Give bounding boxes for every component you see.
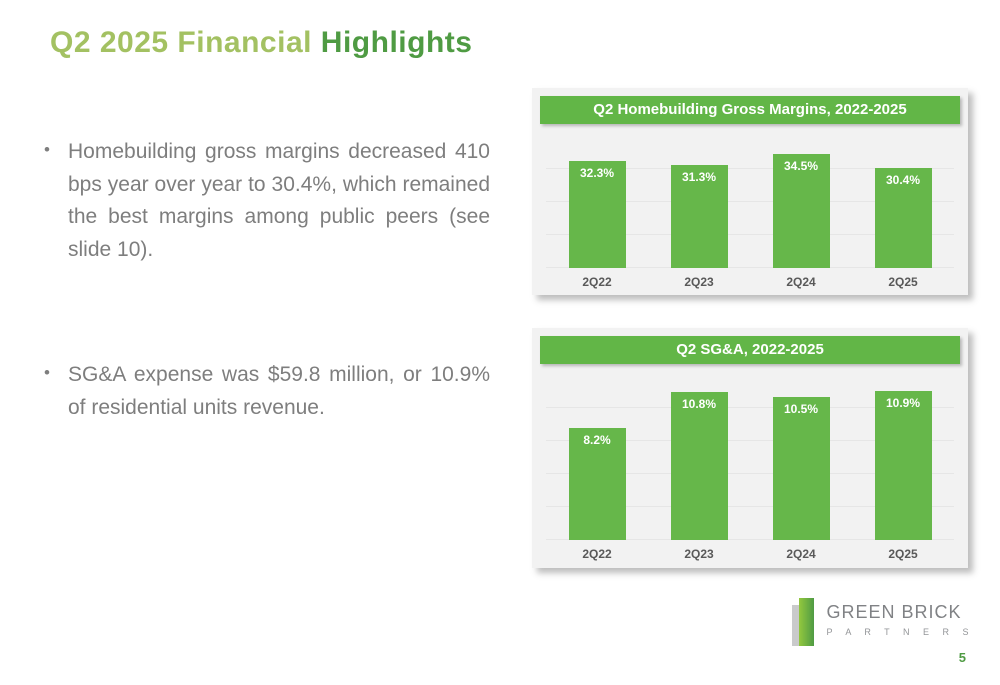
logo-text: GREEN BRICK P A R T N E R S [826,598,974,637]
bar-chart-gross-margins: 32.3% 2Q22 31.3% 2Q23 34.5% 2Q24 30.4% 2Q25 [546,136,954,289]
bar-2Q22: 8.2% [568,427,626,540]
bar-value-label: 8.2% [583,432,611,447]
category-label: 2Q24 [786,547,816,561]
bar-value-label: 34.5% [783,159,819,174]
slide-page-number: 5 [958,650,966,665]
chart-title-sga: Q2 SG&A, 2022-2025 [540,336,960,364]
bar-2Q24: 10.5% [772,396,830,540]
bar-group-2Q22: 8.2% 2Q22 [546,376,648,561]
brick-logo-icon-bar [799,598,815,646]
bar-2Q25: 30.4% [874,167,932,268]
category-label: 2Q23 [684,547,714,561]
bar-2Q23: 10.8% [670,392,728,540]
bar-group-2Q23: 31.3% 2Q23 [648,136,750,289]
chart-panel-sga: Q2 SG&A, 2022-2025 8.2% 2Q22 10.8% 2Q23 10.5… [532,328,968,568]
bar-value-label: 10.8% [681,397,717,412]
bar-value-label: 10.9% [885,396,921,411]
category-label: 2Q22 [582,547,612,561]
bullet-sga-expense-text: SG&A expense was $59.8 million, or 10.9%… [68,363,490,419]
category-label: 2Q25 [888,547,918,561]
bar-2Q22: 32.3% [568,161,626,268]
page-title: Q2 2025 Financial Highlights [50,26,472,60]
bar-value-label: 32.3% [579,166,615,181]
category-label: 2Q23 [684,275,714,289]
logo-sub-name: P A R T N E R S [826,627,974,637]
bar-value-label: 10.5% [783,401,819,416]
category-label: 2Q25 [888,275,918,289]
bar-group-2Q24: 10.5% 2Q24 [750,376,852,561]
bar-2Q23: 31.3% [670,164,728,268]
bar-group-2Q22: 32.3% 2Q22 [546,136,648,289]
category-label: 2Q22 [582,275,612,289]
page-title-light-part: Q2 2025 Financial [50,26,321,59]
bar-2Q25: 10.9% [874,391,932,540]
bullet-list: • Homebuilding gross margins decreased 41… [42,136,490,424]
brick-logo-icon [792,598,816,646]
bullet-gross-margins-text: Homebuilding gross margins decreased 410… [68,140,490,261]
bar-group-2Q23: 10.8% 2Q23 [648,376,750,561]
bar-group-2Q24: 34.5% 2Q24 [750,136,852,289]
bar-group-2Q25: 10.9% 2Q25 [852,376,954,561]
bullet-icon: • [44,140,50,159]
category-label: 2Q24 [786,275,816,289]
bar-value-label: 30.4% [885,172,921,187]
bar-chart-sga: 8.2% 2Q22 10.8% 2Q23 10.5% 2Q24 10.9% 2Q25 [546,376,954,561]
page-title-dark-part: Highlights [320,26,473,59]
bullet-icon: • [44,363,50,383]
bullet-sga-expense: • SG&A expense was $59.8 million, or 10.9… [42,359,490,424]
bar-2Q24: 34.5% [772,154,830,268]
bullet-gross-margins: • Homebuilding gross margins decreased 41… [42,136,490,266]
chart-panel-gross-margins: Q2 Homebuilding Gross Margins, 2022-2025… [532,88,968,295]
bar-value-label: 31.3% [681,169,717,184]
logo-brand-name: GREEN BRICK [826,602,962,622]
chart-title-gross-margins: Q2 Homebuilding Gross Margins, 2022-2025 [540,96,960,124]
green-brick-logo: GREEN BRICK P A R T N E R S [792,598,974,646]
bar-group-2Q25: 30.4% 2Q25 [852,136,954,289]
